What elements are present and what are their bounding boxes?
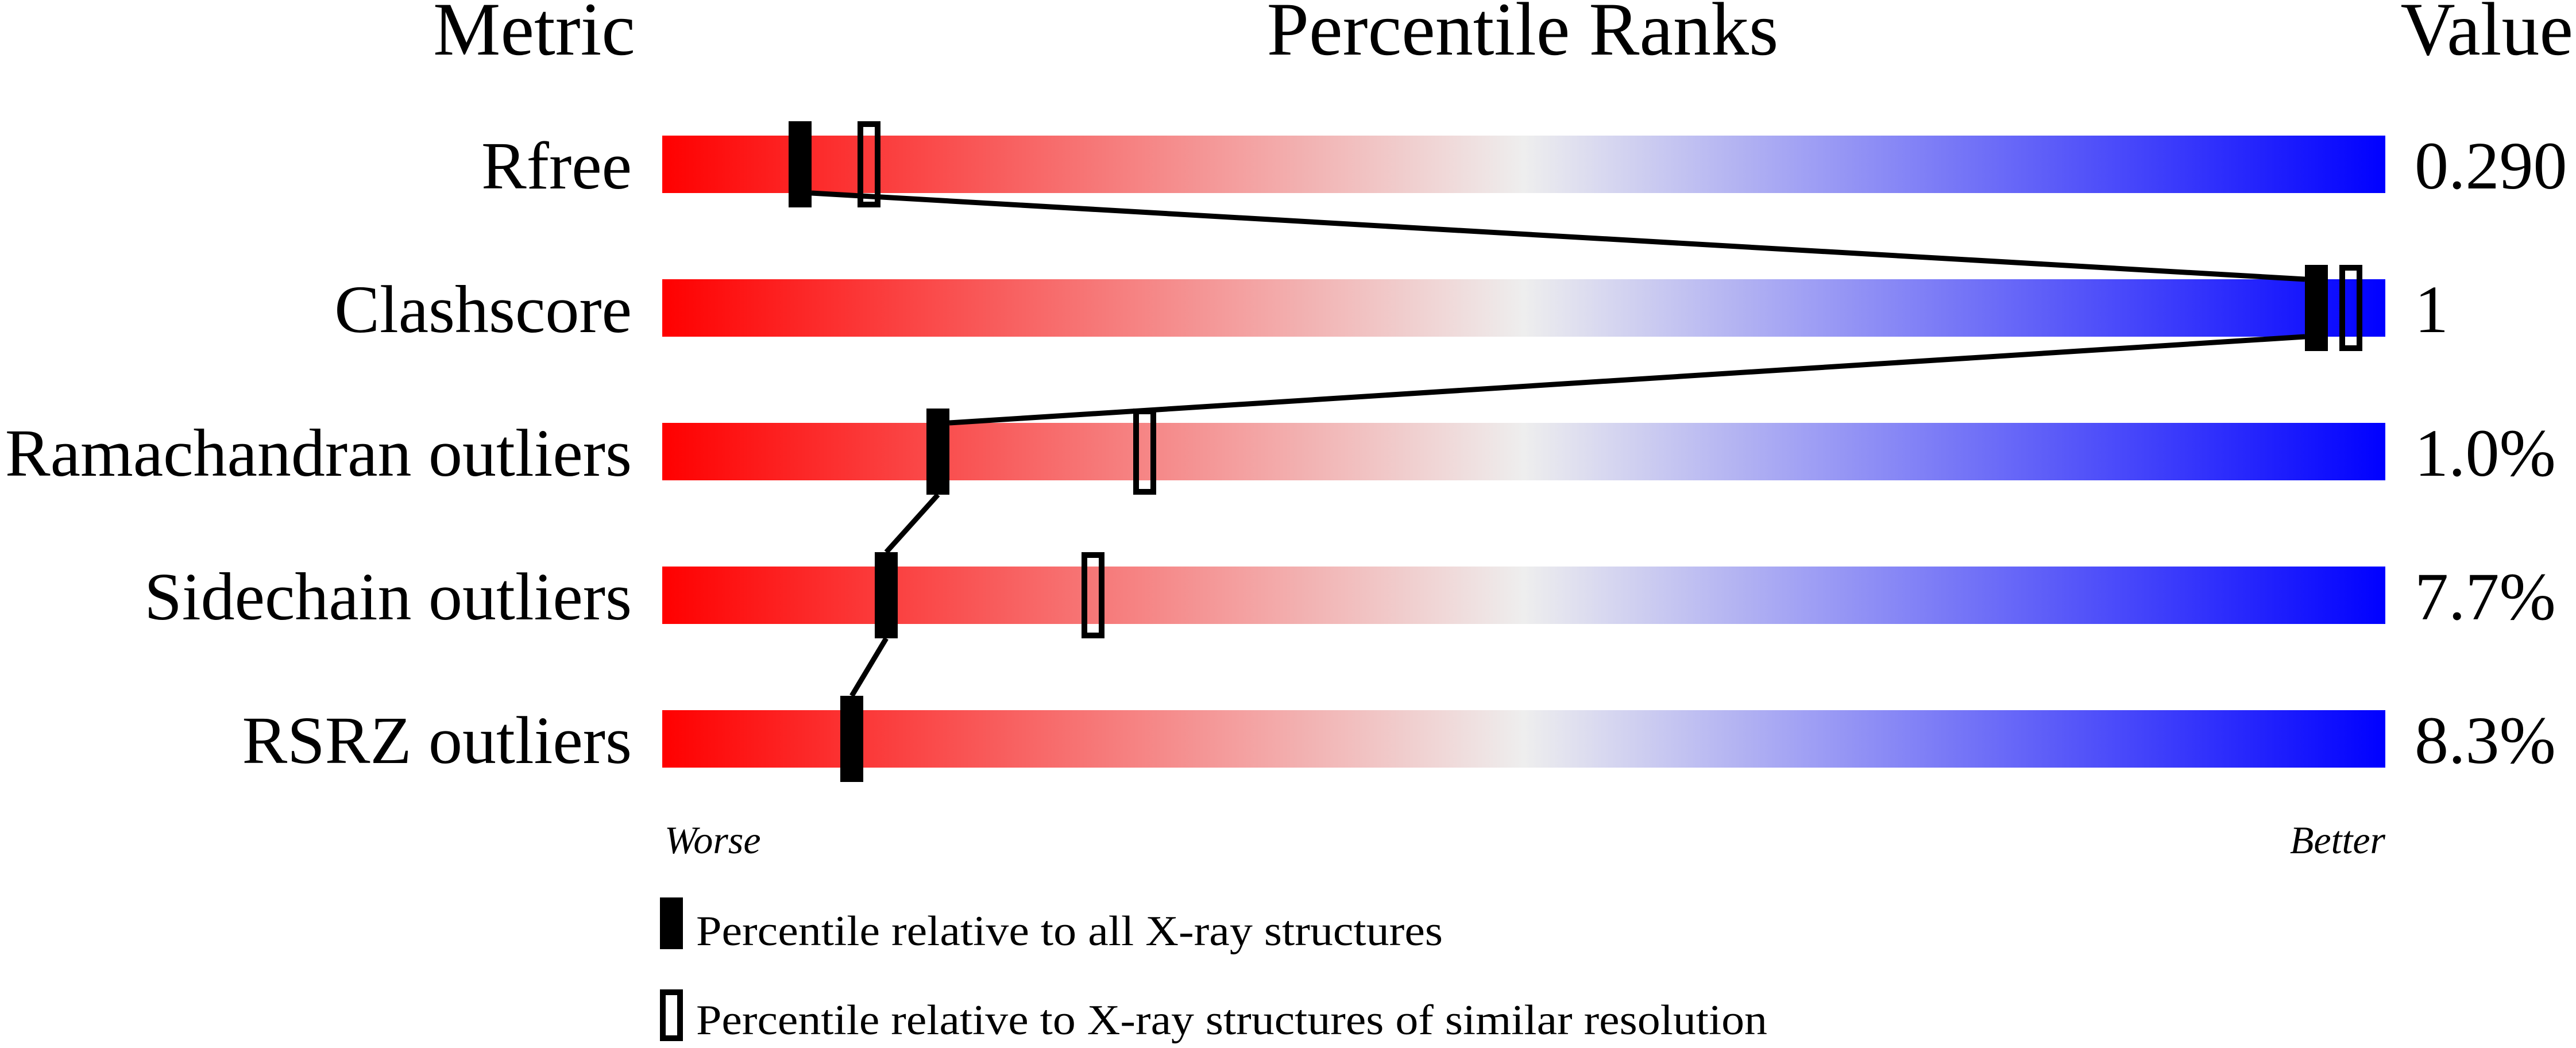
marker-all-structures [840, 696, 863, 782]
marker-similar-resolution [858, 121, 880, 207]
metric-value: 1 [2415, 272, 2448, 347]
header-value: Value [2400, 0, 2573, 71]
percentile-bar [662, 136, 2385, 193]
percentile-bar [662, 423, 2385, 480]
axis-better-label: Better [2290, 818, 2386, 862]
connector-segment [949, 334, 2305, 426]
metric-label: RSRZ outliers [242, 703, 632, 778]
percentile-bar [662, 567, 2385, 624]
marker-all-structures [789, 121, 812, 207]
marker-all-structures [875, 552, 898, 638]
connector-line [811, 190, 2305, 698]
axis-worse-label: Worse [665, 818, 761, 862]
legend-open-label: Percentile relative to X-ray structures … [696, 997, 1767, 1044]
header-percentile-ranks: Percentile Ranks [1267, 0, 1779, 71]
legend-open-marker [660, 989, 683, 1041]
legend-filled-marker [660, 897, 683, 949]
marker-similar-resolution [1082, 552, 1104, 638]
marker-all-structures [926, 409, 949, 495]
legend-filled-label: Percentile relative to all X-ray structu… [696, 908, 1443, 955]
metric-value: 1.0% [2415, 415, 2556, 491]
percentile-bar [662, 710, 2385, 768]
rows: Rfree 0.290 Clashscore 1 Ramachandran outlie… [5, 128, 2567, 778]
metric-value: 7.7% [2415, 559, 2556, 634]
metric-label: Clashscore [334, 272, 632, 347]
connector-segment [884, 492, 940, 554]
markers [789, 121, 2362, 782]
metric-label: Sidechain outliers [144, 559, 632, 634]
marker-similar-resolution [1133, 409, 1156, 495]
connector-segment [811, 190, 2305, 282]
marker-all-structures [2305, 265, 2328, 351]
percentile-bar [662, 279, 2385, 337]
metric-value: 0.290 [2415, 128, 2567, 203]
connector-segment [849, 637, 889, 698]
metric-label: Rfree [481, 128, 632, 203]
header-metric: Metric [433, 0, 635, 71]
metric-label: Ramachandran outliers [5, 415, 632, 491]
marker-similar-resolution [2339, 265, 2362, 351]
metric-value: 8.3% [2415, 703, 2556, 778]
